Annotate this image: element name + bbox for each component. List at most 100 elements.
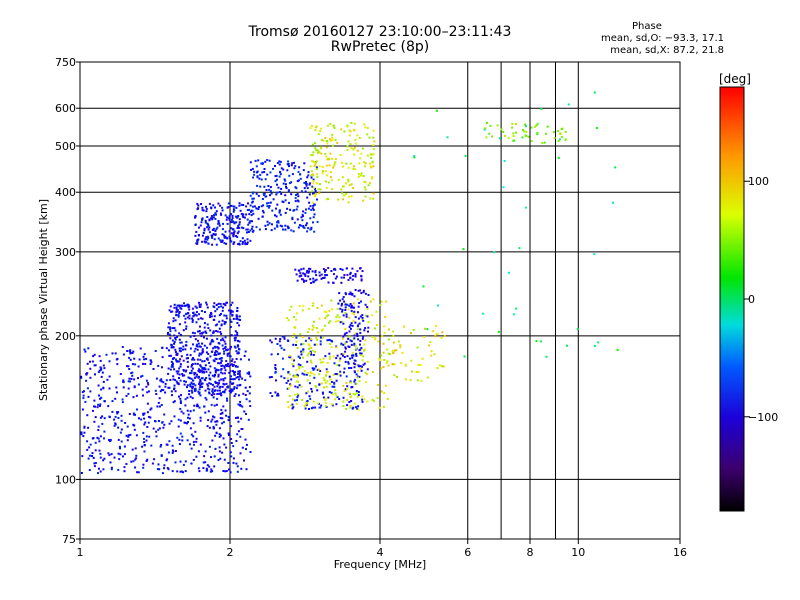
data-point (89, 376, 92, 379)
data-point (195, 440, 198, 443)
data-point (441, 331, 444, 334)
data-point (199, 365, 202, 368)
data-point (362, 363, 365, 366)
data-point (363, 398, 366, 401)
data-point (87, 457, 90, 460)
data-point (116, 363, 119, 366)
data-point (184, 348, 187, 351)
data-point (185, 313, 188, 316)
data-point (146, 402, 149, 405)
data-point (174, 329, 177, 332)
data-point (298, 269, 301, 272)
data-point (314, 279, 317, 282)
data-point (126, 350, 129, 352)
data-point (163, 423, 166, 426)
data-point (319, 188, 322, 191)
data-point (178, 323, 181, 326)
data-point (347, 308, 350, 311)
data-point (303, 226, 306, 229)
data-point (324, 269, 327, 272)
data-point (333, 127, 336, 129)
data-point (334, 373, 337, 375)
data-point (314, 129, 317, 132)
data-point (306, 400, 309, 402)
data-point (349, 357, 351, 360)
data-point (119, 373, 122, 375)
data-point (315, 192, 317, 195)
data-point (324, 317, 327, 320)
data-point (192, 357, 194, 360)
data-point (287, 227, 290, 230)
data-point (173, 306, 176, 309)
data-point (525, 130, 528, 133)
data-point (212, 347, 215, 350)
data-point (441, 365, 443, 368)
data-point (183, 302, 185, 305)
data-point (350, 395, 353, 398)
data-point (118, 458, 121, 461)
data-point (252, 197, 255, 200)
data-point (275, 379, 277, 382)
data-point (220, 312, 222, 315)
data-point (315, 278, 318, 281)
data-point (208, 219, 211, 222)
data-point (110, 466, 113, 469)
data-point (146, 411, 149, 414)
data-point (280, 347, 283, 350)
data-point (341, 320, 344, 323)
data-point (235, 206, 238, 209)
data-point (103, 367, 106, 370)
data-point (354, 378, 357, 381)
data-point (214, 381, 217, 384)
data-point (184, 317, 187, 320)
data-point (226, 301, 228, 304)
data-point (125, 434, 128, 437)
data-point (183, 380, 186, 383)
data-point (328, 164, 331, 167)
data-point (225, 414, 228, 417)
data-point (561, 136, 563, 139)
data-point (320, 127, 323, 130)
data-point (173, 334, 176, 337)
data-point (250, 214, 253, 217)
data-point (342, 335, 345, 338)
data-point (102, 387, 105, 390)
data-point (82, 394, 85, 397)
data-point (366, 315, 369, 318)
data-point (370, 156, 373, 159)
data-point (213, 214, 215, 217)
data-point (94, 462, 97, 464)
data-point (305, 224, 308, 227)
data-point (296, 393, 299, 396)
data-point (192, 435, 195, 438)
data-point (312, 186, 315, 189)
data-point (348, 330, 351, 333)
data-point (219, 362, 222, 365)
data-point (430, 350, 433, 353)
data-point (182, 471, 184, 474)
data-point (312, 302, 315, 305)
data-point (411, 370, 413, 373)
data-point (236, 307, 239, 309)
data-point (205, 377, 208, 379)
data-point (287, 189, 290, 192)
data-point (236, 309, 239, 312)
data-point (308, 408, 310, 410)
data-point (208, 388, 211, 391)
data-point (228, 434, 230, 436)
data-point (218, 382, 220, 385)
data-point (238, 204, 241, 207)
data-point (228, 432, 231, 435)
data-point (235, 387, 238, 390)
data-point (290, 378, 293, 381)
data-point (345, 267, 348, 270)
data-point (293, 359, 295, 362)
data-point (349, 303, 352, 305)
data-point (417, 371, 420, 374)
data-point (362, 175, 365, 177)
data-point (210, 315, 213, 318)
data-point (597, 341, 600, 344)
data-point (432, 330, 435, 333)
data-point (103, 430, 106, 433)
data-point (395, 349, 398, 352)
